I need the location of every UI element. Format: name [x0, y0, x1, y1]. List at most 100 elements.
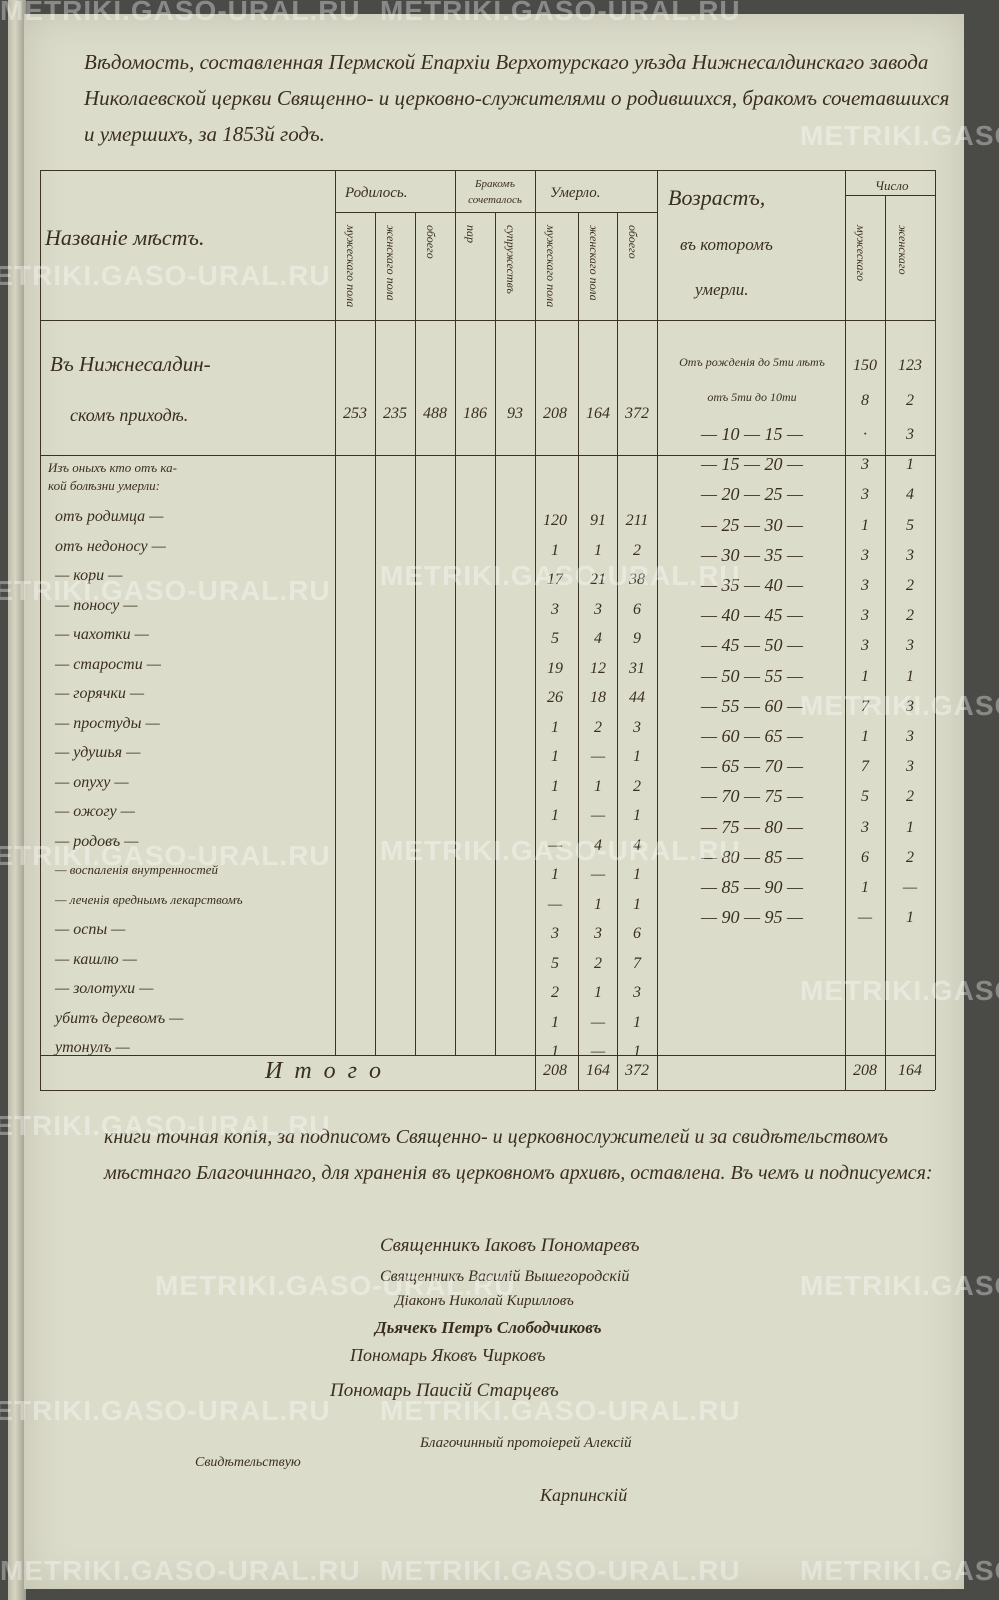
table-rule	[335, 212, 657, 213]
age-range: — 65 — 70 —	[700, 756, 803, 777]
cause-died-female: 3	[594, 925, 602, 942]
cause-died-female: 12	[590, 659, 606, 677]
cause-label: — родовъ —	[55, 832, 139, 850]
signature: Дьячекъ Петръ Слободчиковъ	[375, 1318, 602, 1337]
cause-died-both: 38	[629, 571, 645, 588]
table-rule	[885, 195, 886, 1090]
age-count-female: 1	[906, 818, 914, 836]
watermark: METRIKI.GASO-URAL.RU	[0, 840, 331, 871]
watermark: METRIKI.GASO-URAL.RU	[380, 560, 741, 591]
age-count-male: 1	[861, 879, 869, 896]
cause-died-both: 6	[633, 925, 641, 942]
cause-died-female: 1	[594, 541, 602, 559]
parish-value: 208	[543, 405, 567, 422]
age-count-male: 5	[861, 788, 869, 806]
age-range: — 70 — 75 —	[700, 786, 803, 807]
cause-died-male: 1	[551, 866, 559, 883]
table-rule	[657, 170, 658, 1090]
signature: Свидѣтельствую	[195, 1455, 301, 1470]
age-count-female: 3	[906, 697, 914, 715]
watermark: METRIKI.GASO-URAL.RU	[0, 1395, 331, 1426]
table-rule	[845, 170, 846, 1090]
document-page: Вѣдомость, составленная Пермской Епархіи…	[24, 14, 964, 1589]
age-count-female: 1	[906, 667, 914, 685]
age-range: — 10 — 15 —	[700, 424, 803, 444]
total-male: 208	[543, 1062, 567, 1079]
cause-died-both: 1	[633, 895, 641, 913]
age-count-female: 3	[906, 728, 914, 745]
cause-died-female: 21	[590, 571, 606, 588]
age-range: — 15 — 20 —	[700, 454, 803, 475]
signature: Пономарь Яковъ Чирковъ	[350, 1345, 546, 1365]
watermark: METRIKI.GASO-URAL.RU	[0, 260, 331, 291]
column-header-age: умерли.	[695, 280, 749, 299]
column-subheader: женскаго	[896, 225, 910, 275]
watermark: METRIKI.GASO-URAL.RU	[380, 1395, 741, 1426]
age-range: — 90 — 95 —	[700, 907, 803, 928]
table-rule	[415, 212, 416, 1055]
signature: Діаконъ Николай Кирилловъ	[395, 1293, 574, 1309]
age-range: — 75 — 80 —	[700, 816, 803, 837]
table-rule	[495, 212, 496, 1055]
cause-label: — леченія вреднымъ лекарствомъ	[55, 891, 243, 907]
signature: Священникъ Василій Вышегородскій	[380, 1268, 630, 1285]
age-count-male: —	[857, 909, 873, 927]
column-header-place: Названіе мѣстъ.	[45, 225, 205, 250]
cause-label: отъ недоносу —	[55, 537, 166, 555]
cause-died-both: 4	[633, 836, 641, 854]
table-rule	[335, 170, 336, 1055]
document-title: Вѣдомость, составленная Пермской Епархіи…	[84, 50, 950, 146]
cause-label: отъ родимца —	[55, 508, 164, 525]
table-rule	[617, 212, 618, 1090]
watermark: METRIKI.GASO-URAL.RU	[800, 690, 999, 721]
age-range: — 25 — 30 —	[700, 514, 803, 535]
age-count-male: 3	[861, 607, 869, 625]
parish-value: 253	[343, 405, 367, 422]
watermark: METRIKI.GASO-URAL.RU	[380, 0, 741, 26]
cause-label: — простуды —	[55, 714, 160, 732]
age-count-female: 2	[906, 848, 914, 866]
age-count-male: 7	[861, 697, 869, 715]
age-count-female: 4	[906, 486, 914, 504]
cause-died-female: 91	[590, 512, 606, 529]
cause-died-female: —	[590, 1043, 606, 1060]
cause-died-both: 3	[633, 984, 641, 1001]
watermark: METRIKI.GASO-URAL.RU	[380, 1555, 741, 1586]
cause-died-both: 1	[633, 866, 641, 883]
signature: Священникъ Іаковъ Пономаревъ	[380, 1235, 640, 1256]
cause-died-female: —	[590, 866, 606, 883]
cause-died-female: 18	[590, 689, 606, 706]
cause-label: — кашлю —	[55, 950, 137, 968]
cause-label: — воспаленія внутренностей	[55, 862, 219, 877]
cause-died-male: —	[547, 895, 563, 913]
cause-label: — ожогу —	[55, 803, 135, 820]
age-count-female: 1	[906, 909, 914, 927]
cause-label: — чахотки —	[55, 626, 149, 643]
age-range: — 35 — 40 —	[700, 575, 803, 595]
watermark: METRIKI.GASO-URAL.RU	[155, 1270, 516, 1301]
cause-died-both: 6	[633, 600, 641, 618]
cause-died-male: 120	[543, 512, 567, 529]
column-header-age: Возрастъ,	[668, 185, 766, 210]
age-count-male: 3	[861, 456, 869, 474]
total-label: Итого	[265, 1058, 394, 1084]
cause-died-male: 3	[551, 925, 559, 942]
cause-died-male: 17	[547, 571, 563, 588]
cause-died-both: 2	[633, 777, 641, 795]
table-rule	[40, 1055, 935, 1056]
cause-died-male: 5	[551, 630, 559, 647]
age-count-female: 3	[906, 546, 914, 564]
age-count-female: 3	[906, 758, 914, 776]
table-rule	[375, 212, 376, 1055]
cause-died-male: 1	[551, 748, 559, 765]
parish-value: 235	[383, 405, 407, 422]
column-subheader: обоего	[626, 225, 640, 259]
cause-died-both: 2	[633, 541, 641, 559]
parish-value: 93	[507, 405, 523, 422]
table-rule	[845, 195, 935, 196]
age-count-female: 2	[906, 607, 914, 625]
total-age-male: 208	[853, 1062, 877, 1079]
cause-died-male: 1	[551, 1013, 559, 1031]
cause-label: — поносу —	[55, 596, 138, 614]
column-header-age: въ которомъ	[680, 235, 773, 254]
